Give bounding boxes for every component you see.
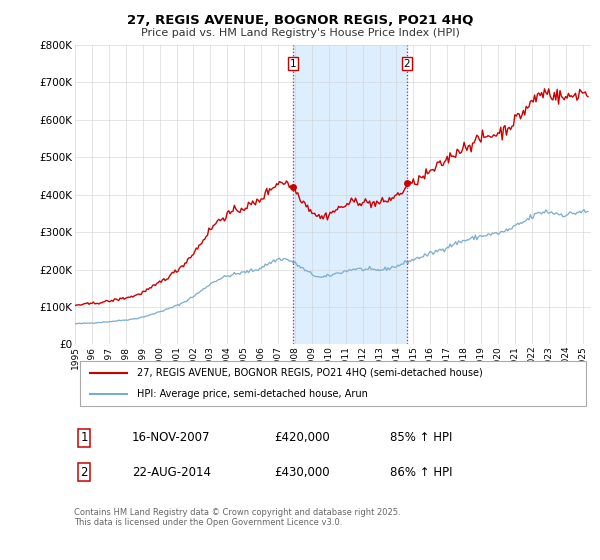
Text: 2: 2 (80, 466, 88, 479)
Text: 86% ↑ HPI: 86% ↑ HPI (391, 466, 453, 479)
Text: £420,000: £420,000 (274, 431, 330, 445)
Bar (293, 45, 407, 344)
Text: 2: 2 (404, 59, 410, 68)
Text: 16-NOV-2007: 16-NOV-2007 (131, 431, 210, 445)
Text: 85% ↑ HPI: 85% ↑ HPI (391, 431, 453, 445)
Text: Price paid vs. HM Land Registry's House Price Index (HPI): Price paid vs. HM Land Registry's House … (140, 28, 460, 38)
Text: 27, REGIS AVENUE, BOGNOR REGIS, PO21 4HQ (semi-detached house): 27, REGIS AVENUE, BOGNOR REGIS, PO21 4HQ… (137, 367, 482, 377)
Text: 1: 1 (290, 59, 296, 68)
Text: 27, REGIS AVENUE, BOGNOR REGIS, PO21 4HQ: 27, REGIS AVENUE, BOGNOR REGIS, PO21 4HQ (127, 14, 473, 27)
Text: HPI: Average price, semi-detached house, Arun: HPI: Average price, semi-detached house,… (137, 389, 368, 399)
Text: 1: 1 (80, 431, 88, 445)
Text: 22-AUG-2014: 22-AUG-2014 (131, 466, 211, 479)
Text: £430,000: £430,000 (274, 466, 330, 479)
Text: Contains HM Land Registry data © Crown copyright and database right 2025.
This d: Contains HM Land Registry data © Crown c… (74, 508, 400, 528)
